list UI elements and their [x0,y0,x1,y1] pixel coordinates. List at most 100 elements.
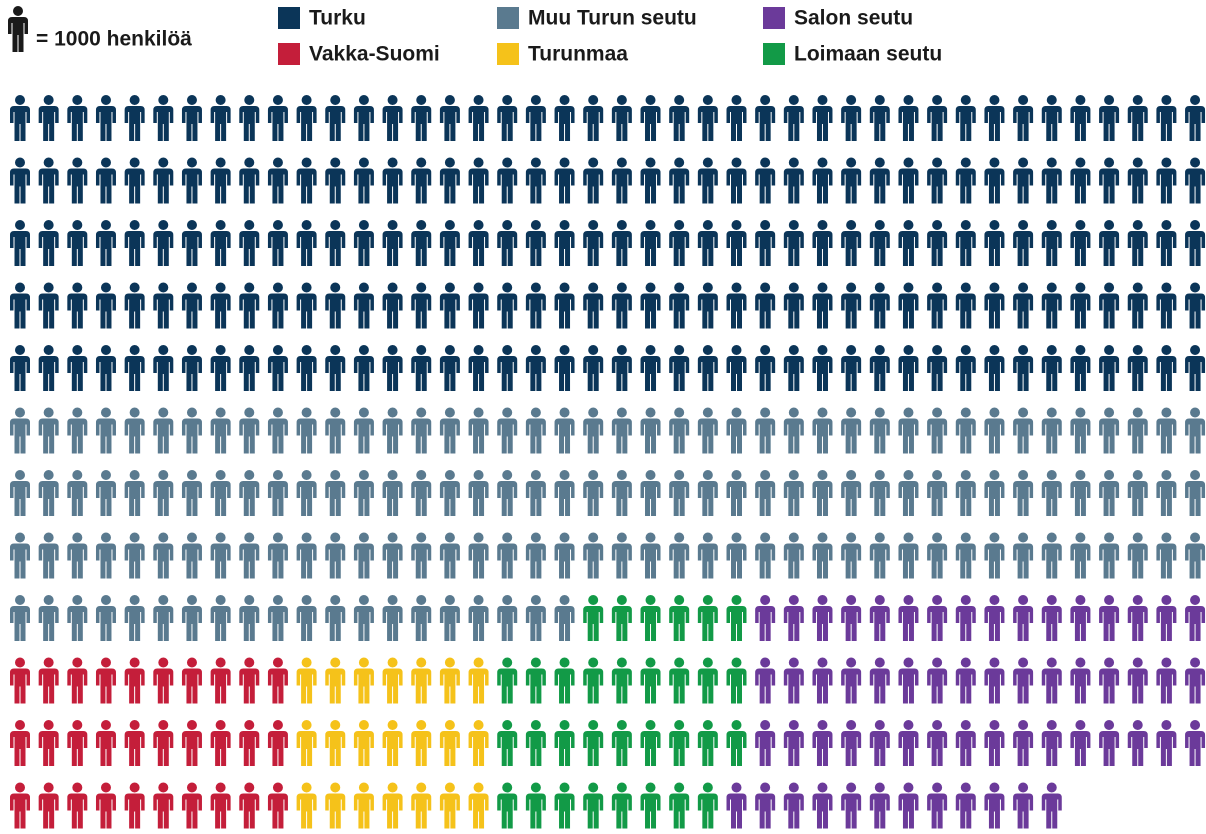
person-icon [1099,345,1120,391]
person-icon [669,595,690,641]
person-icon [841,220,862,266]
person-icon [927,220,948,266]
person-icon [468,470,489,516]
person-icon [181,345,202,391]
person-icon [10,470,30,516]
person-icon [1156,720,1177,766]
person-icon [353,157,374,204]
person-icon [898,470,919,516]
person-icon [669,782,690,829]
person-icon [583,95,604,141]
person-icon [783,407,804,454]
person-icon [611,782,632,829]
person-icon [411,345,432,391]
person-icon [583,595,604,641]
person-icon [124,470,145,516]
person-icon [38,657,59,704]
person-icon [611,407,632,454]
person-icon [525,95,546,141]
person-icon [38,782,59,829]
person-icon [1127,532,1148,579]
person-icon [153,470,174,516]
person-icon [984,532,1005,579]
person-icon [927,345,948,391]
person-icon [984,282,1005,329]
legend-label: Turunmaa [528,43,628,66]
person-icon [755,720,776,766]
person-icon [812,470,833,516]
person-icon [325,720,346,766]
person-icon [439,470,460,516]
person-icon [525,345,546,391]
person-icon [497,282,518,329]
person-icon [697,782,718,829]
person-icon [669,345,690,391]
person-icon [1013,407,1034,454]
person-icon [468,532,489,579]
person-icon [95,782,116,829]
person-icon [955,595,976,641]
person-icon [411,470,432,516]
person-icon [497,720,518,766]
person-icon [38,532,59,579]
person-icon [1041,282,1062,329]
person-icon [38,220,59,266]
person-icon [984,470,1005,516]
person-icon [181,220,202,266]
person-icon [10,407,30,454]
person-icon [296,720,317,766]
person-icon [955,157,976,204]
person-icon [640,157,661,204]
person-icon [898,782,919,829]
person-icon [554,782,575,829]
person-icon [210,220,231,266]
person-icon [755,782,776,829]
person-icon [927,657,948,704]
person-icon [783,657,804,704]
person-icon [1013,532,1034,579]
person-icon [210,782,231,829]
person-icon [1156,282,1177,329]
person-icon [67,407,88,454]
person-icon [1070,345,1091,391]
person-icon [1156,470,1177,516]
person-icon [239,782,260,829]
person-icon [353,782,374,829]
person-icon [296,345,317,391]
person-icon [898,282,919,329]
person-icon [1099,595,1120,641]
person-icon [783,95,804,141]
person-icon [927,595,948,641]
person-icon [697,595,718,641]
person-icon [812,157,833,204]
person-icon [1070,595,1091,641]
person-icon [239,157,260,204]
person-icon [841,782,862,829]
person-icon [984,220,1005,266]
legend-label: Muu Turun seutu [528,7,697,30]
person-icon [353,282,374,329]
person-icon [439,782,460,829]
person-icon [755,470,776,516]
person-icon [497,532,518,579]
person-icon [984,657,1005,704]
person-icon [267,595,288,641]
person-icon [325,282,346,329]
person-icon [669,532,690,579]
person-icon [210,95,231,141]
person-icon [181,282,202,329]
person-icon [869,782,890,829]
person-icon [611,95,632,141]
person-icon [640,595,661,641]
person-icon [669,407,690,454]
person-icon [181,720,202,766]
person-icon [611,220,632,266]
person-icon [955,720,976,766]
person-icon [1070,95,1091,141]
person-icon [153,532,174,579]
person-icon [497,95,518,141]
person-icon [468,95,489,141]
person-icon [869,157,890,204]
person-icon [239,220,260,266]
person-icon [1156,657,1177,704]
